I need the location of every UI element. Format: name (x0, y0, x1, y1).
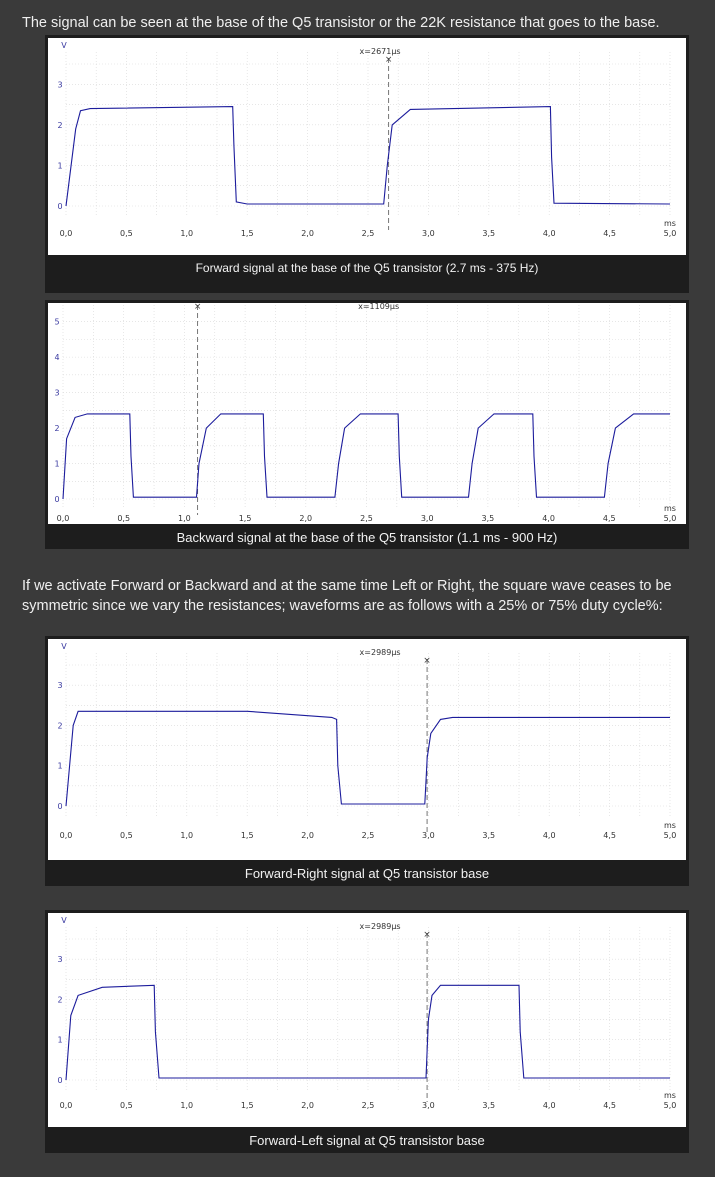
x-tick-label: 2,0 (301, 831, 314, 840)
cursor-marker: × (423, 656, 431, 666)
plot-panel: V 0 1 2 3 0,0 0,5 1,0 1,5 2,0 2,5 3,0 3,5 4,0 4,5 5,0 ms… (48, 38, 686, 255)
x-axis-label: ms (664, 504, 676, 513)
y-tick-label: 3 (54, 389, 59, 398)
chart-backward: V0123450,00,51,01,52,02,53,03,54,04,55,0… (54, 303, 677, 523)
x-tick-label: 4,5 (603, 229, 616, 238)
y-tick-label: 0 (57, 202, 62, 211)
x-tick-label: 4,5 (603, 831, 616, 840)
x-tick-label: 2,5 (362, 1101, 375, 1110)
y-tick-label: 2 (57, 121, 62, 130)
chart-forward-right: V 0 1 2 3 0,0 0,5 1,0 1,5 2,0 2,5 3,0 3,5 4,0 4,5 5,0ms… (57, 642, 677, 840)
x-tick-label: 3,0 (422, 229, 435, 238)
x-tick-label: 1,5 (241, 831, 254, 840)
y-tick-label: 1 (57, 161, 62, 170)
x-tick-label: 2,5 (360, 514, 373, 523)
y-tick-label: 0 (54, 495, 59, 504)
x-tick-label: 2,5 (362, 831, 375, 840)
figure-forward-left: V 0 1 2 3 0,0 0,5 1,0 1,5 2,0 2,5 3,0 3,5 4,0 4,5 5,0 ms… (45, 910, 689, 1153)
series-line (65, 984, 670, 1081)
x-tick-label: 3,0 (422, 831, 435, 840)
x-tick-label: 3,0 (421, 514, 434, 523)
figure-forward: V 0 1 2 3 0,0 0,5 1,0 1,5 2,0 2,5 3,0 3,5 4,0 4,5 5,0 ms… (45, 35, 689, 293)
y-tick-label: 2 (54, 424, 59, 433)
x-tick-label: 0,0 (60, 831, 73, 840)
x-tick-label: 4,0 (543, 229, 556, 238)
y-axis-label: V (61, 642, 67, 651)
x-tick-label: 1,0 (180, 831, 193, 840)
cursor-marker: × (194, 303, 202, 312)
y-tick-label: 2 (57, 995, 62, 1004)
cursor-label: x=2671µs (360, 47, 401, 56)
y-tick-label: 1 (54, 460, 59, 469)
x-axis-label: ms (664, 1091, 676, 1100)
x-tick-label: 2,5 (362, 229, 375, 238)
cursor-marker: × (423, 930, 431, 940)
x-tick-label: 0,5 (120, 1101, 133, 1110)
x-tick-label: 2,0 (299, 514, 312, 523)
x-tick-label: 3,5 (482, 514, 495, 523)
x-tick-label: 4,0 (543, 831, 556, 840)
duty-cycle-paragraph: If we activate Forward or Backward and a… (22, 578, 672, 614)
cursor-label: x=2989µs (360, 922, 401, 931)
y-tick-label: 0 (57, 1076, 62, 1085)
x-tick-label: 1,5 (241, 1101, 254, 1110)
x-tick-label: 0,5 (117, 514, 130, 523)
y-tick-label: 3 (57, 80, 62, 89)
y-tick-label: 5 (54, 318, 59, 327)
x-tick-label: 1,5 (239, 514, 252, 523)
cursor-marker: × (385, 55, 393, 65)
figure-caption: Forward-Left signal at Q5 transistor bas… (249, 1133, 485, 1148)
x-tick-label: 3,0 (422, 1101, 435, 1110)
x-tick-label: 4,0 (543, 1101, 556, 1110)
y-tick-label: 3 (57, 681, 62, 690)
x-tick-label: 1,0 (178, 514, 191, 523)
figure-caption: Forward-Right signal at Q5 transistor ba… (244, 866, 490, 881)
plot-panel: V 0 1 2 3 0,0 0,5 1,0 1,5 2,0 2,5 3,0 3,5 4,0 4,5 5,0 ms… (48, 913, 686, 1127)
x-tick-label: 0,0 (60, 1101, 73, 1110)
y-tick-label: 2 (57, 721, 62, 730)
x-tick-label: 3,5 (482, 831, 495, 840)
x-tick-label: 4,0 (542, 514, 555, 523)
x-axis-label: ms (664, 219, 676, 228)
x-tick-label: 2,0 (301, 229, 314, 238)
y-tick-label: 1 (57, 1036, 62, 1045)
x-axis-label: ms (664, 821, 676, 830)
figure-backward: V0123450,00,51,01,52,02,53,03,54,04,55,0… (45, 300, 689, 549)
x-tick-label: 3,5 (482, 1101, 495, 1110)
figure-caption: Backward signal at the base of the Q5 tr… (176, 530, 558, 545)
y-tick-label: 3 (57, 955, 62, 964)
figure-caption: Forward signal at the base of the Q5 tra… (195, 261, 539, 275)
cursor-label: x=2989µs (360, 648, 401, 657)
y-tick-label: 0 (57, 802, 62, 811)
chart-forward-left: V 0 1 2 3 0,0 0,5 1,0 1,5 2,0 2,5 3,0 3,5 4,0 4,5 5,0ms… (57, 916, 677, 1110)
cursor-label: x=1109µs (358, 303, 399, 311)
figure-forward-right: V 0 1 2 3 0,0 0,5 1,0 1,5 2,0 2,5 3,0 3,5 4,0 4,5 5,0 ms… (45, 636, 689, 886)
x-tick-label: 0,5 (120, 831, 133, 840)
x-tick-label: 1,5 (241, 229, 254, 238)
x-tick-label: 0,0 (57, 514, 70, 523)
x-tick-label: 2,0 (301, 1101, 314, 1110)
plot-panel: V0123450,00,51,01,52,02,53,03,54,04,55,0… (48, 303, 686, 524)
x-tick-label: 3,5 (482, 229, 495, 238)
x-tick-label: 5,0 (664, 1101, 677, 1110)
x-tick-label: 0,5 (120, 229, 133, 238)
x-tick-label: 5,0 (664, 831, 677, 840)
y-axis-label: V (61, 41, 67, 50)
series-line (65, 106, 671, 207)
x-tick-label: 5,0 (664, 514, 677, 523)
x-tick-label: 4,5 (603, 514, 616, 523)
y-tick-label: 4 (54, 353, 59, 362)
y-axis-label: V (61, 916, 67, 925)
y-tick-label: 1 (57, 762, 62, 771)
chart-forward: V 0 1 2 3 0,0 0,5 1,0 1,5 2,0 2,5 3,0 3,5 4,0 4,5 5,0ms… (57, 41, 677, 238)
x-tick-label: 4,5 (603, 1101, 616, 1110)
x-tick-label: 1,0 (180, 1101, 193, 1110)
series-line (65, 710, 670, 807)
x-tick-label: 5,0 (664, 229, 677, 238)
intro-paragraph: The signal can be seen at the base of th… (22, 15, 660, 31)
series-line (62, 413, 670, 500)
x-tick-label: 1,0 (180, 229, 193, 238)
x-tick-label: 0,0 (60, 229, 73, 238)
plot-panel: V 0 1 2 3 0,0 0,5 1,0 1,5 2,0 2,5 3,0 3,5 4,0 4,5 5,0 ms… (48, 639, 686, 860)
